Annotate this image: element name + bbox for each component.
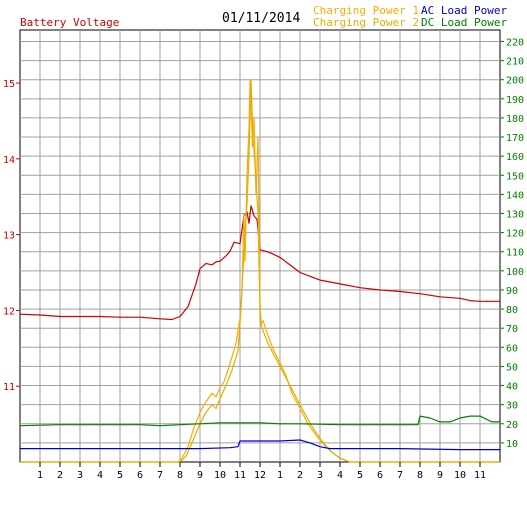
series-line-dc-load-power xyxy=(19,415,500,427)
x-tick-label: 1 xyxy=(37,470,43,481)
series-line-ac-load-power xyxy=(20,439,500,451)
legend-charging-power-1: Charging Power 1 xyxy=(313,4,419,17)
right-axis-tick-label: 140 xyxy=(506,190,524,201)
legend-dc-load-power: DC Load Power xyxy=(421,16,508,29)
x-tick-label: 4 xyxy=(97,470,103,481)
x-tick-label: 5 xyxy=(117,470,123,481)
right-axis-tick-label: 220 xyxy=(506,37,524,48)
right-axis-tick-label: 90 xyxy=(506,286,518,297)
x-tick-label: 10 xyxy=(454,470,466,481)
x-tick-label: 6 xyxy=(377,470,383,481)
axes: 1 2 3 4 5 6 7 8 9 10 11 12 1 2 3 4 5 6 7 8 9 10 11102030405060… xyxy=(3,37,524,481)
right-axis-tick-label: 20 xyxy=(506,420,518,431)
x-tick-label: 8 xyxy=(417,470,423,481)
series-group xyxy=(19,79,500,463)
x-tick-label: 2 xyxy=(297,470,303,481)
x-tick-label: 10 xyxy=(214,470,226,481)
right-axis-tick-label: 190 xyxy=(506,95,524,106)
x-tick-label: 11 xyxy=(234,470,246,481)
x-tick-label: 3 xyxy=(317,470,323,481)
x-tick-label: 4 xyxy=(337,470,343,481)
right-axis-tick-label: 130 xyxy=(506,210,524,221)
right-axis-tick-label: 210 xyxy=(506,57,524,68)
x-tick-label: 7 xyxy=(157,470,163,481)
right-axis-tick-label: 10 xyxy=(506,439,518,450)
right-axis-tick-label: 50 xyxy=(506,362,518,373)
right-axis-tick-label: 160 xyxy=(506,152,524,163)
legend-ac-load-power: AC Load Power xyxy=(421,4,508,17)
left-axis-tick-label: 11 xyxy=(3,382,15,393)
chart-title: 01/11/2014 xyxy=(222,11,301,26)
right-axis-tick-label: 80 xyxy=(506,305,518,316)
right-axis-tick-label: 200 xyxy=(506,76,524,87)
legend-charging-power-2: Charging Power 2 xyxy=(313,16,419,29)
left-axis-tick-label: 13 xyxy=(3,231,15,242)
series-line-charging-power-2 xyxy=(20,79,500,463)
right-axis-tick-label: 40 xyxy=(506,382,518,393)
series-line-charging-power-1 xyxy=(20,79,500,463)
x-tick-label: 1 xyxy=(277,470,283,481)
right-axis-tick-label: 180 xyxy=(506,114,524,125)
x-tick-label: 9 xyxy=(197,470,203,481)
x-tick-label: 6 xyxy=(137,470,143,481)
right-axis-tick-label: 30 xyxy=(506,401,518,412)
left-axis-tick-label: 14 xyxy=(3,155,15,166)
right-axis-tick-label: 120 xyxy=(506,229,524,240)
right-axis-tick-label: 110 xyxy=(506,248,524,259)
right-axis-tick-label: 170 xyxy=(506,133,524,144)
left-axis-tick-label: 15 xyxy=(3,79,15,90)
right-axis-tick-label: 100 xyxy=(506,267,524,278)
x-tick-label: 11 xyxy=(474,470,486,481)
x-tick-label: 7 xyxy=(397,470,403,481)
x-tick-label: 2 xyxy=(57,470,63,481)
x-tick-label: 9 xyxy=(437,470,443,481)
right-axis-tick-label: 150 xyxy=(506,171,524,182)
right-axis-tick-label: 70 xyxy=(506,324,518,335)
x-tick-label: 5 xyxy=(357,470,363,481)
x-tick-label: 3 xyxy=(77,470,83,481)
left-axis-title: Battery Voltage xyxy=(20,16,120,29)
left-axis-tick-label: 12 xyxy=(3,306,15,317)
x-tick-label: 8 xyxy=(177,470,183,481)
right-axis-tick-label: 60 xyxy=(506,343,518,354)
x-tick-label: 12 xyxy=(254,470,266,481)
